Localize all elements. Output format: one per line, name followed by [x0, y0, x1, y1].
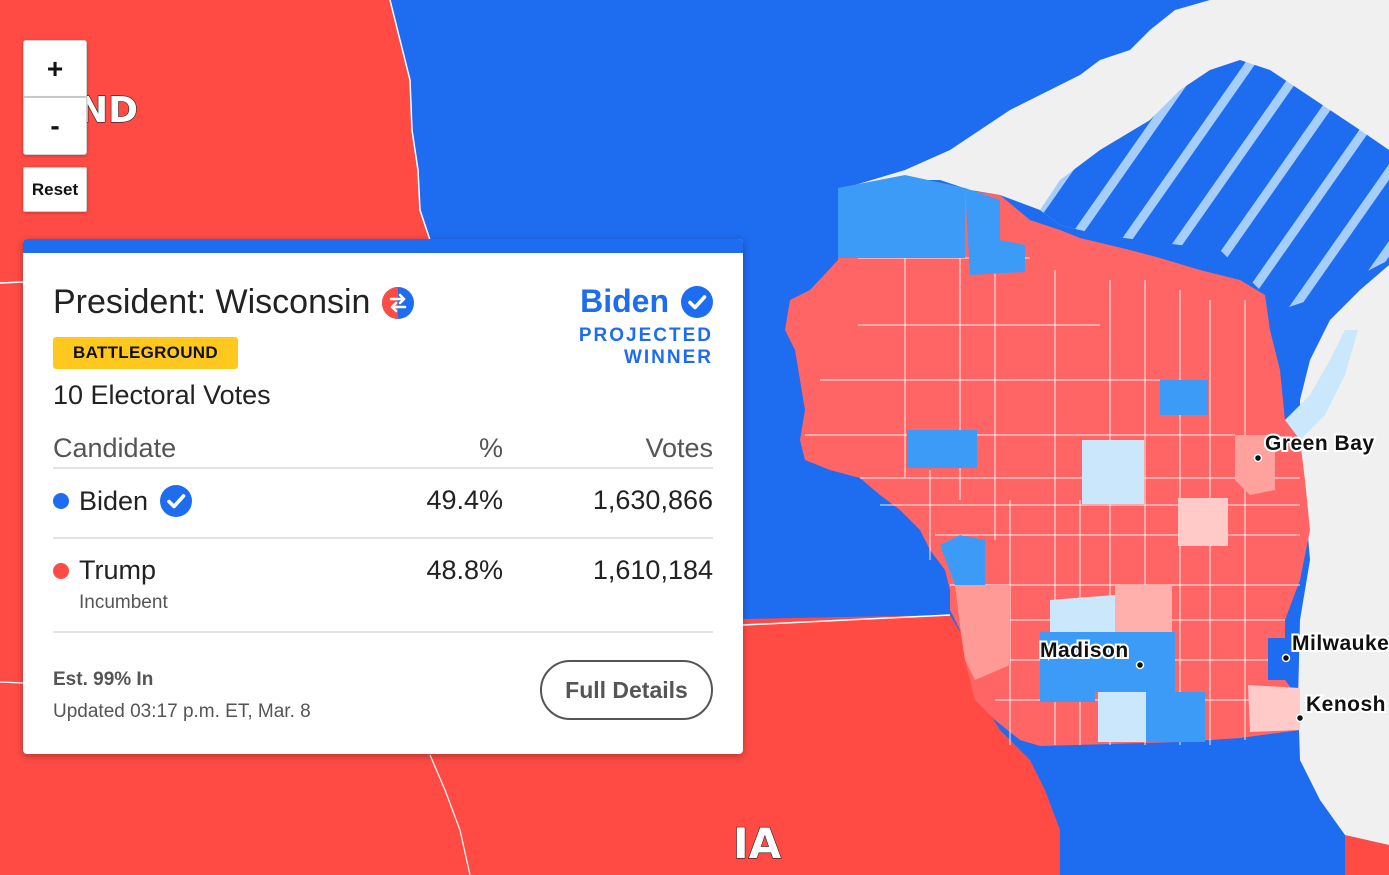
table-row: Biden 49.4% 1,630,866 [53, 469, 713, 539]
lean-rep-counties[interactable] [955, 435, 1300, 732]
reset-button[interactable]: Reset [23, 167, 87, 212]
updated-time: Updated 03:17 p.m. ET, Mar. 8 [53, 701, 311, 722]
state-label-nd: ND [78, 90, 138, 131]
candidate-cell: Biden [53, 485, 373, 517]
city-dot-milwaukee [1281, 653, 1291, 663]
candidate-name: Trump [79, 555, 157, 585]
city-dot-madison [1135, 660, 1145, 670]
city-dot-kenosha [1295, 713, 1305, 723]
candidate-cell: Trump Incumbent [53, 555, 373, 614]
zoom-in-button[interactable]: + [23, 40, 87, 97]
state-il[interactable] [1345, 835, 1389, 875]
dem-counties[interactable] [838, 175, 1358, 742]
projected-label: PROJECTED [578, 325, 713, 346]
projected-winner-label: PROJECTED WINNER [513, 325, 713, 369]
check-icon [681, 285, 713, 318]
candidate-name-group: Biden [53, 485, 373, 517]
projected-winner-name: Biden [580, 283, 713, 320]
flip-icon [382, 286, 415, 319]
state-border [0, 281, 951, 626]
incumbent-label: Incumbent [79, 592, 168, 613]
battleground-badge: BATTLEGROUND [53, 337, 238, 369]
candidate-name: Biden [79, 485, 149, 516]
header-pct: % [478, 432, 503, 463]
city-dot-green-bay [1253, 453, 1263, 463]
biden-dot [53, 493, 69, 509]
header-candidate: Candidate [53, 432, 177, 463]
trump-dot [53, 562, 69, 579]
city-label-kenosha[interactable]: Kenosh [1304, 691, 1388, 718]
full-details-button[interactable]: Full Details [540, 660, 713, 720]
results-card: President: Wisconsin BATTLEGROUND 10 Ele… [23, 239, 743, 754]
candidate-votes: 1,630,866 [592, 485, 713, 515]
estimated-in: Est. 99% In [53, 669, 154, 690]
candidate-pct: 49.4% [426, 485, 503, 515]
electoral-votes: 10 Electoral Votes [53, 380, 271, 410]
table-row: Trump Incumbent 48.8% 1,610,184 [53, 539, 713, 633]
zoom-out-button[interactable]: - [23, 97, 87, 155]
winner-name: Biden [580, 283, 669, 319]
card-title: President: Wisconsin [53, 283, 415, 322]
city-label-madison[interactable]: Madison [1038, 637, 1130, 664]
header-votes: Votes [645, 432, 713, 463]
candidate-pct: 48.8% [426, 555, 503, 585]
candidate-votes: 1,610,184 [592, 555, 713, 585]
winner-label: WINNER [623, 347, 713, 368]
results-table: Candidate % Votes Biden 49.4% 1,630,866 [53, 429, 713, 633]
state-border [389, 0, 431, 241]
state-wi[interactable] [785, 178, 1310, 746]
city-label-milwaukee[interactable]: Milwauke [1290, 630, 1389, 657]
state-label-ia: IA [733, 819, 782, 868]
check-icon [160, 485, 193, 517]
state-border [0, 681, 471, 875]
race-title: President: Wisconsin [53, 283, 371, 321]
city-label-green-bay[interactable]: Green Bay [1263, 430, 1376, 457]
upper-peninsula[interactable] [1040, 60, 1389, 310]
card-top-bar [23, 239, 743, 253]
table-header: Candidate % Votes [53, 429, 713, 469]
candidate-name-group: Trump [53, 555, 373, 586]
